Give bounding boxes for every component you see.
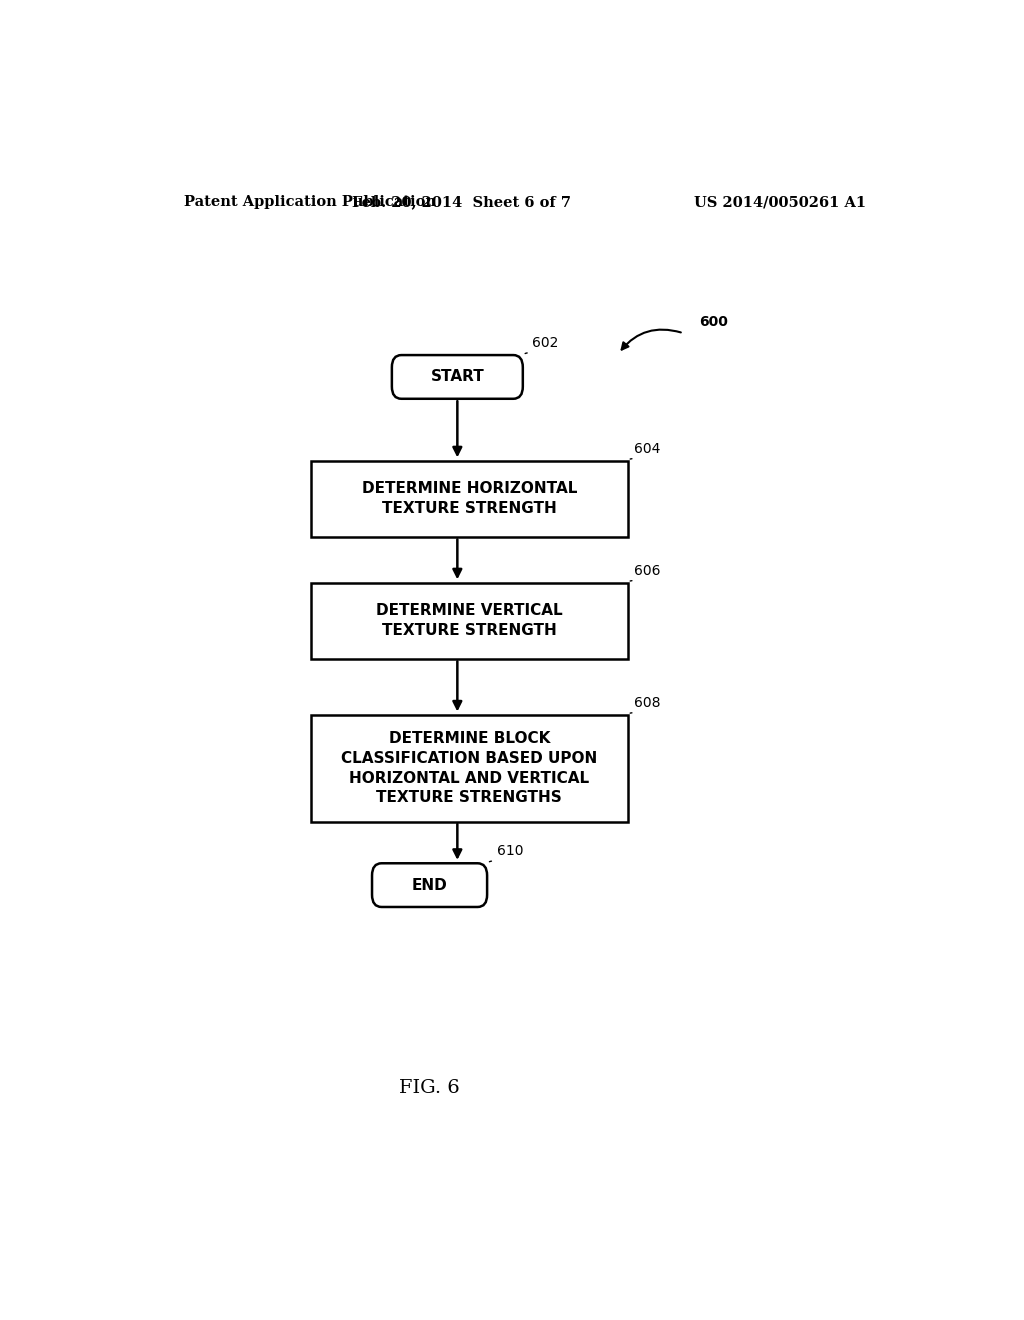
Text: DETERMINE VERTICAL
TEXTURE STRENGTH: DETERMINE VERTICAL TEXTURE STRENGTH — [376, 603, 562, 639]
Text: 606: 606 — [634, 564, 660, 578]
Text: 602: 602 — [532, 337, 559, 350]
FancyBboxPatch shape — [372, 863, 487, 907]
FancyBboxPatch shape — [392, 355, 523, 399]
Text: 608: 608 — [634, 696, 660, 710]
Text: END: END — [412, 878, 447, 892]
Text: 604: 604 — [634, 442, 660, 455]
Text: 610: 610 — [497, 845, 523, 858]
Text: START: START — [430, 370, 484, 384]
Bar — [310, 582, 628, 659]
Bar — [310, 461, 628, 537]
Bar — [310, 715, 628, 821]
Text: DETERMINE HORIZONTAL
TEXTURE STRENGTH: DETERMINE HORIZONTAL TEXTURE STRENGTH — [361, 482, 577, 516]
Text: FIG. 6: FIG. 6 — [399, 1080, 460, 1097]
Text: 600: 600 — [699, 315, 728, 329]
Text: DETERMINE BLOCK
CLASSIFICATION BASED UPON
HORIZONTAL AND VERTICAL
TEXTURE STRENG: DETERMINE BLOCK CLASSIFICATION BASED UPO… — [341, 731, 597, 805]
Text: Patent Application Publication: Patent Application Publication — [183, 195, 435, 209]
Text: US 2014/0050261 A1: US 2014/0050261 A1 — [694, 195, 866, 209]
Text: Feb. 20, 2014  Sheet 6 of 7: Feb. 20, 2014 Sheet 6 of 7 — [352, 195, 570, 209]
